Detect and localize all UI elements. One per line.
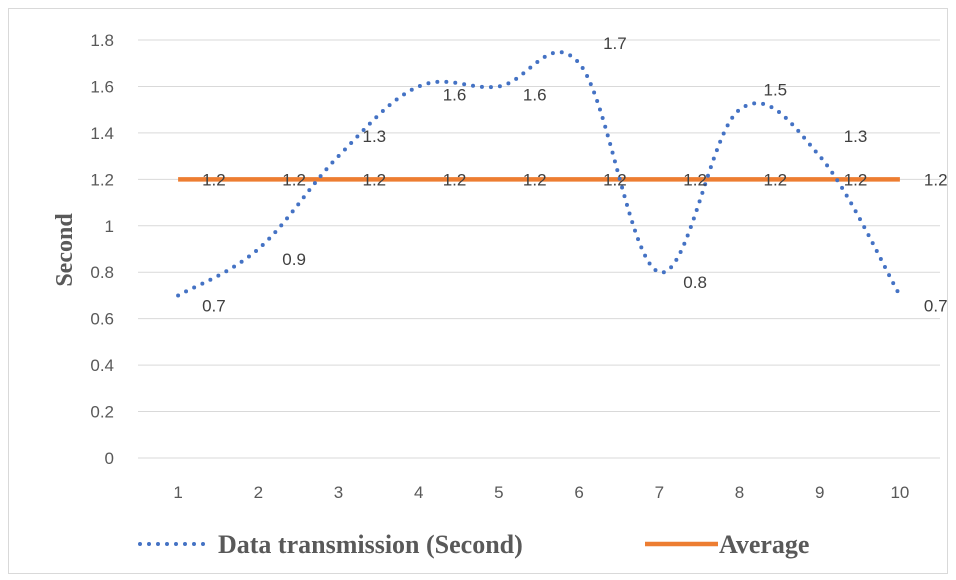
data-label-average: 1.2 (523, 170, 547, 189)
x-tick-label: 8 (735, 483, 744, 502)
x-axis-ticks: 1 2 3 4 5 6 7 8 9 10 (173, 483, 909, 502)
data-label-average: 1.2 (363, 170, 387, 189)
data-label-average: 1.2 (282, 170, 306, 189)
x-tick-label: 9 (815, 483, 824, 502)
x-tick-label: 3 (334, 483, 343, 502)
x-tick-label: 6 (574, 483, 583, 502)
x-tick-label: 5 (494, 483, 503, 502)
y-tick-label: 1.8 (90, 31, 114, 50)
data-label-average: 1.2 (844, 170, 868, 189)
data-label-average: 1.2 (683, 170, 707, 189)
y-tick-label: 1.6 (90, 77, 114, 96)
data-label-average: 1.2 (924, 170, 948, 189)
y-tick-label: 0.6 (90, 310, 114, 329)
data-label-data-transmission: 1.3 (363, 127, 387, 146)
y-tick-label: 0.8 (90, 263, 114, 282)
chart-frame (8, 8, 948, 574)
x-tick-label: 7 (655, 483, 664, 502)
x-tick-label: 10 (890, 483, 909, 502)
data-label-average: 1.2 (202, 170, 226, 189)
legend-label-data-transmission: Data transmission (Second) (218, 530, 523, 559)
legend: Data transmission (Second) Average (138, 530, 809, 559)
data-label-data-transmission: 1.3 (844, 127, 868, 146)
data-labels: 1.2 1.2 1.2 1.2 1.2 1.2 1.2 1.2 1.2 1.2 0.7 0.9 1.3 1… (202, 34, 947, 315)
y-axis-label: Second (52, 213, 78, 287)
y-tick-label: 1 (105, 217, 114, 236)
y-tick-label: 0 (105, 449, 114, 468)
x-tick-label: 2 (254, 483, 263, 502)
data-label-data-transmission: 1.6 (443, 85, 467, 104)
data-label-data-transmission: 0.8 (683, 273, 707, 292)
y-tick-label: 0.2 (90, 403, 114, 422)
y-axis-ticks: 0 0.2 0.4 0.6 0.8 1 1.2 1.4 1.6 1.8 (90, 31, 114, 468)
x-tick-label: 4 (414, 483, 423, 502)
data-label-average: 1.2 (603, 170, 627, 189)
data-label-average: 1.2 (443, 170, 467, 189)
data-label-data-transmission: 0.7 (202, 296, 226, 315)
data-label-data-transmission: 0.9 (282, 250, 306, 269)
x-tick-label: 1 (173, 483, 182, 502)
data-label-data-transmission: 0.7 (924, 296, 948, 315)
data-label-data-transmission: 1.5 (764, 81, 788, 100)
legend-label-average: Average (719, 530, 809, 559)
series-lines (176, 50, 902, 298)
data-label-data-transmission: 1.6 (523, 85, 547, 104)
y-tick-label: 1.2 (90, 170, 114, 189)
data-label-data-transmission: 1.7 (603, 34, 627, 53)
data-label-average: 1.2 (764, 170, 788, 189)
y-tick-label: 1.4 (90, 124, 114, 143)
y-tick-label: 0.4 (90, 356, 114, 375)
